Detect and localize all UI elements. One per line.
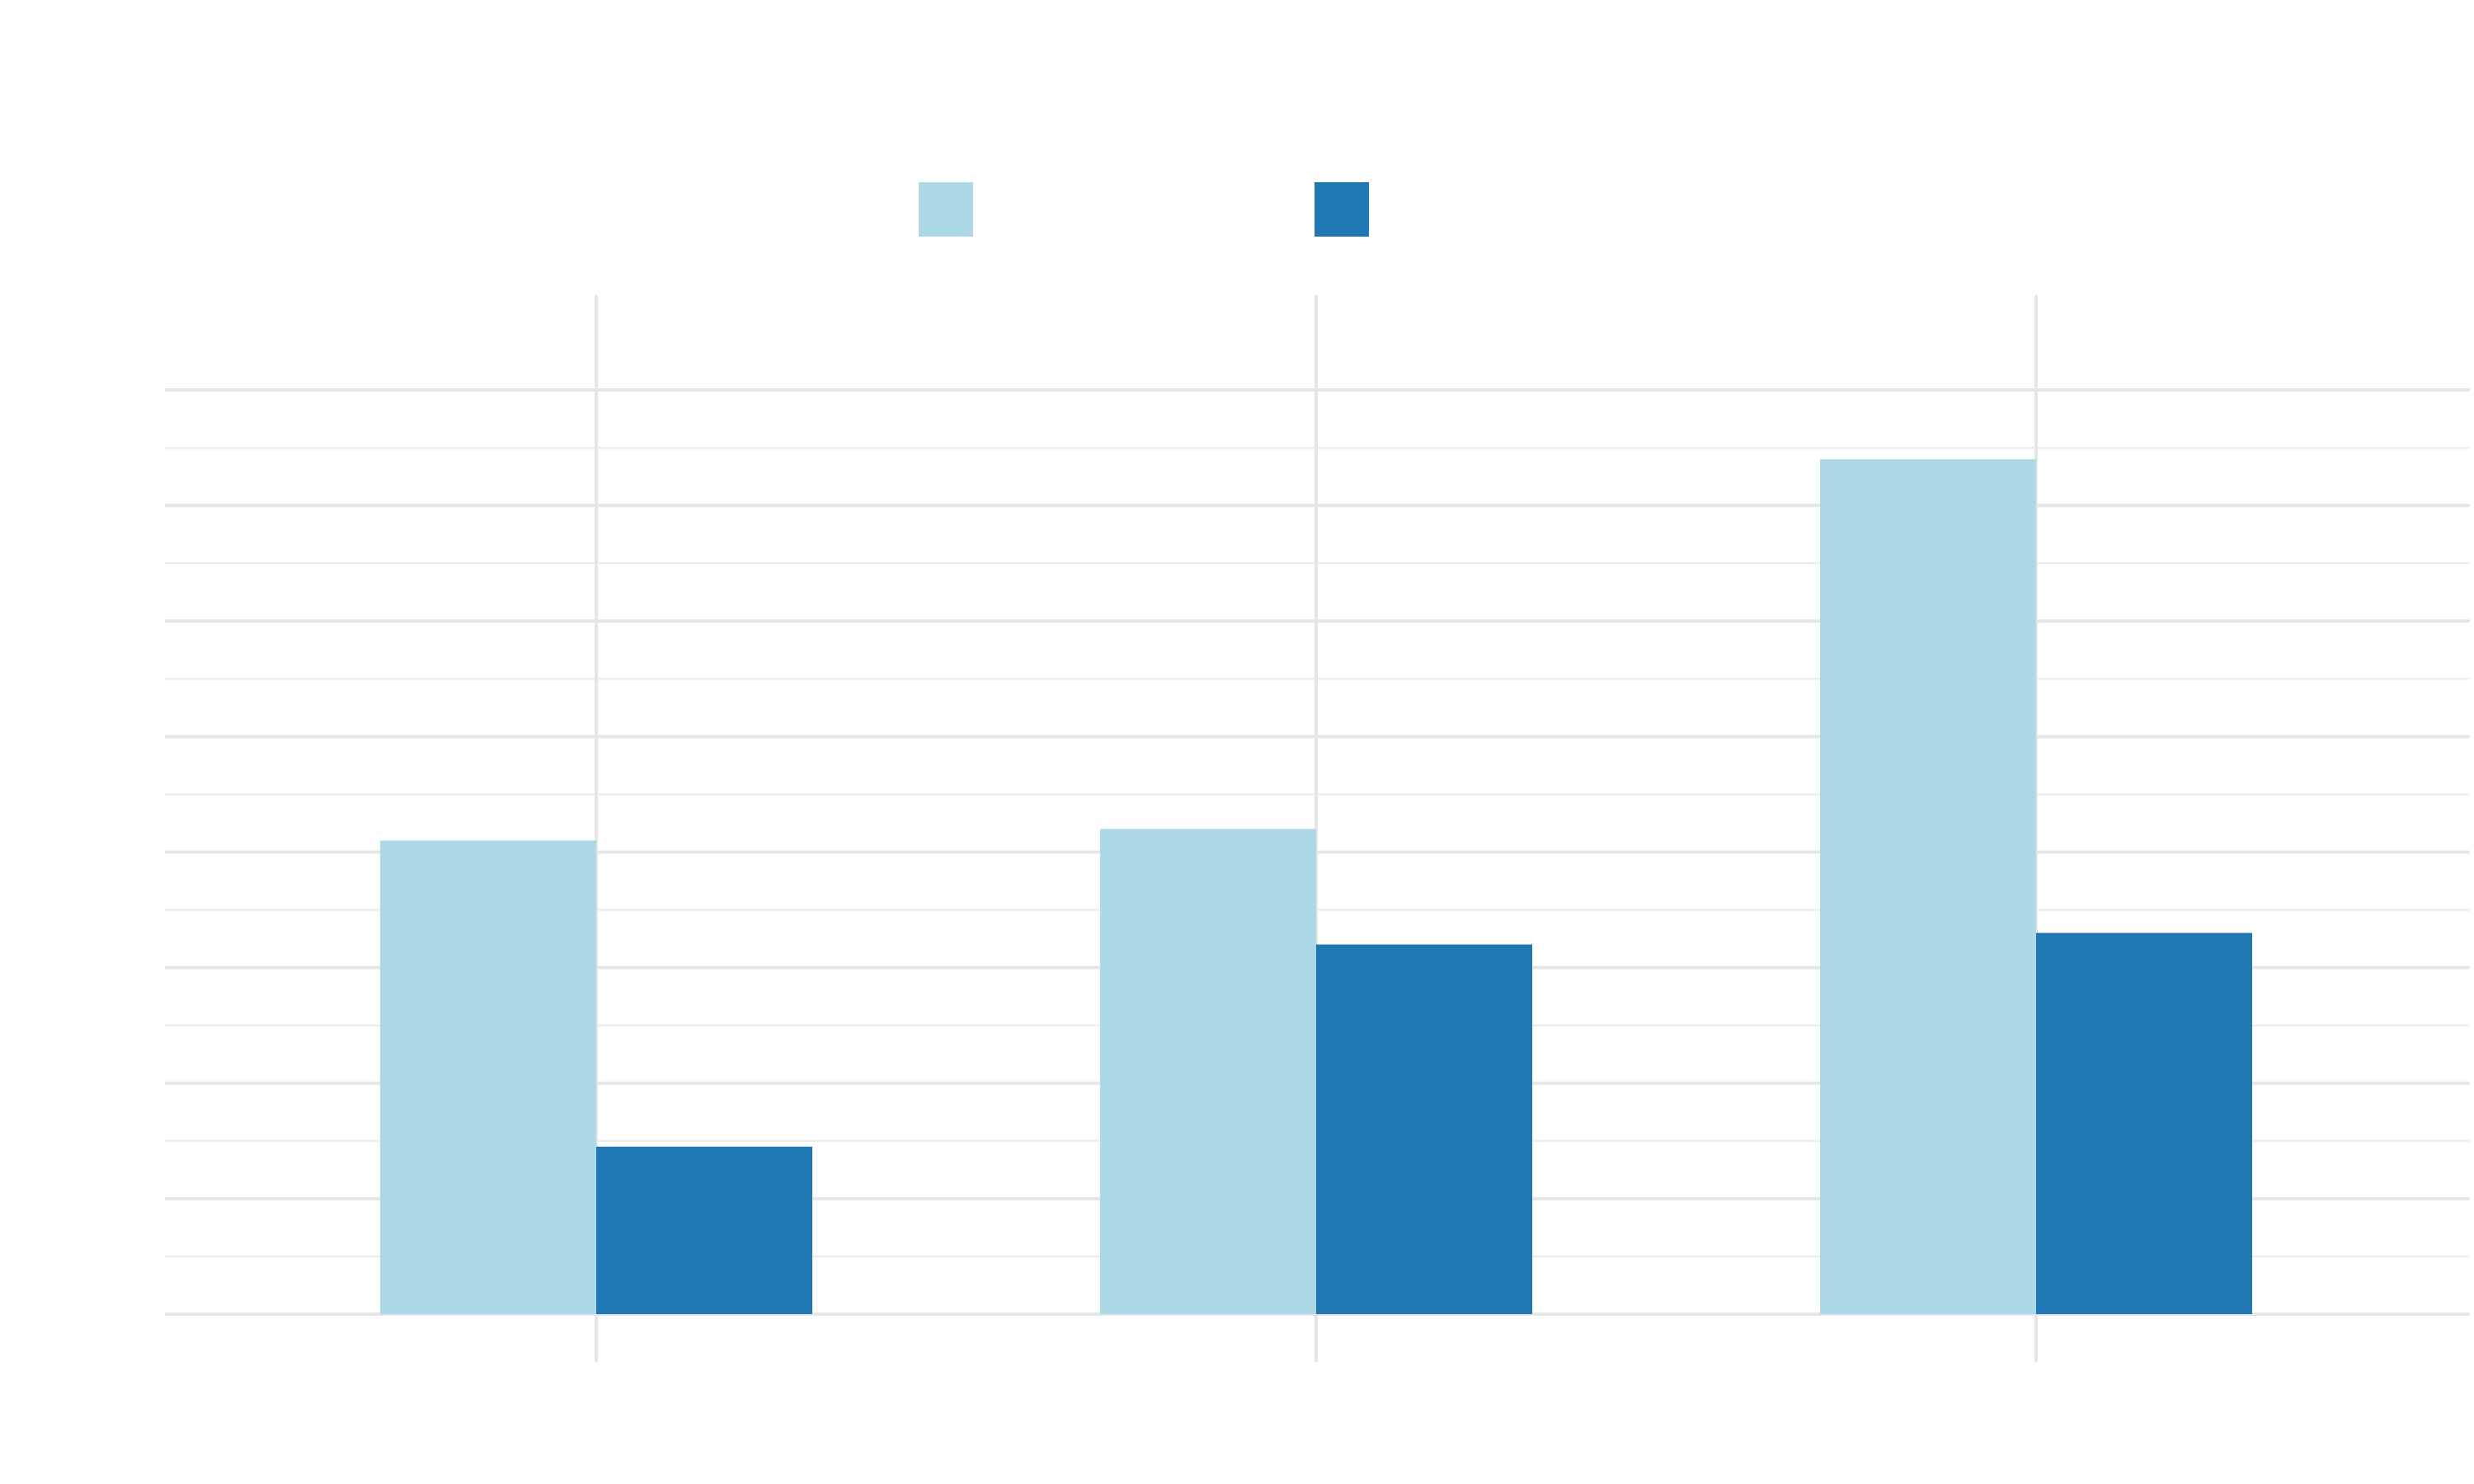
bar-series-2 — [596, 1146, 812, 1314]
bar-series-2 — [2036, 932, 2252, 1314]
legend — [919, 182, 1369, 237]
bar-series-1 — [1820, 459, 2036, 1315]
legend-swatch-series-1 — [919, 182, 973, 237]
bar-series-2 — [1316, 944, 1532, 1314]
bar-series-1 — [1100, 829, 1316, 1314]
bar-series-1 — [380, 840, 596, 1314]
bars — [380, 459, 2252, 1315]
legend-swatch-series-2 — [1315, 182, 1369, 237]
